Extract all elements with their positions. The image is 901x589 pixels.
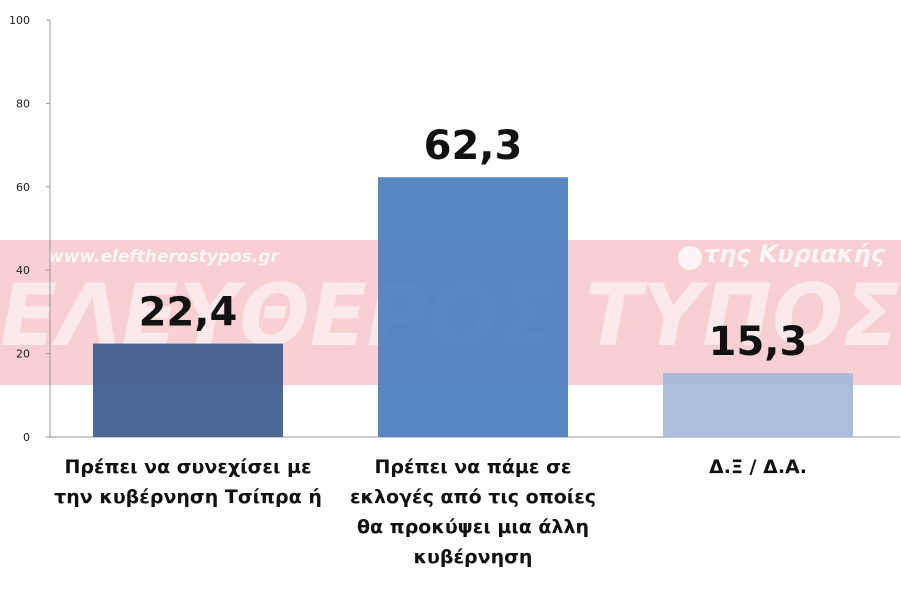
bar (378, 177, 568, 438)
bar (93, 343, 283, 437)
y-tick-label: 20 (16, 348, 30, 361)
bar (663, 373, 853, 437)
x-tick-label: Πρέπει να πάμε σε εκλογές από τις οποίες… (349, 456, 597, 568)
x-tick-label: Πρέπει να συνεχίσει με την κυβέρνηση Τσί… (54, 456, 322, 508)
x-tick-label: Δ.Ξ / Δ.Α. (709, 456, 807, 478)
data-label: 22,4 (139, 290, 238, 336)
y-tick-label: 40 (16, 264, 30, 277)
data-label: 62,3 (424, 123, 523, 169)
watermark-edition: της Κυριακής (704, 240, 886, 268)
y-tick-label: 60 (16, 181, 30, 194)
y-tick-label: 0 (23, 431, 30, 444)
y-tick-label: 100 (9, 14, 30, 27)
watermark-dot (678, 246, 702, 270)
data-label: 15,3 (709, 319, 808, 365)
watermark-url: www.eleftherostypos.gr (48, 247, 281, 267)
y-tick-label: 80 (16, 97, 30, 110)
